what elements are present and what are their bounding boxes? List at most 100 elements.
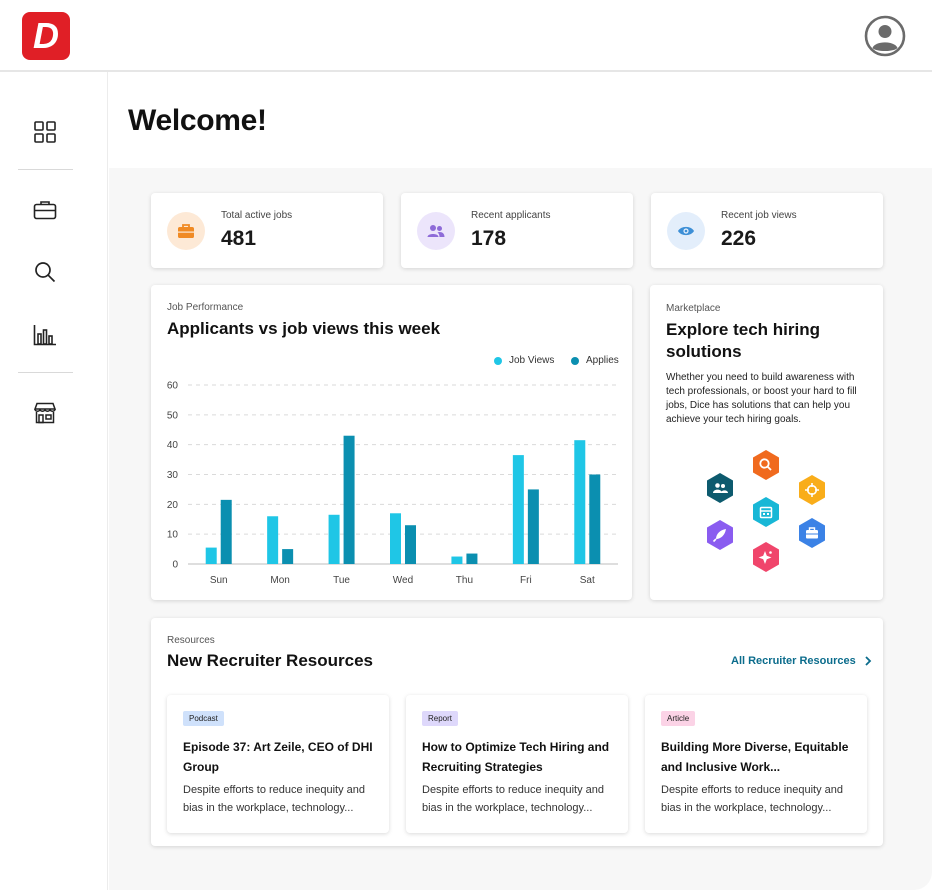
search-icon xyxy=(35,262,56,283)
resource-description: Despite efforts to reduce inequity and b… xyxy=(661,784,844,814)
card-kicker: Marketplace xyxy=(666,303,721,314)
all-recruiter-resources-link[interactable]: All Recruiter Resources xyxy=(731,655,873,667)
x-tick-label: Sat xyxy=(580,575,595,586)
bar-job-views xyxy=(574,440,586,564)
bar-applies xyxy=(405,525,416,564)
x-tick-label: Thu xyxy=(456,575,473,586)
bar-job-views xyxy=(512,455,524,564)
sidebar-item-jobs[interactable] xyxy=(30,195,60,225)
users-icon xyxy=(427,225,445,237)
sidebar-item-search[interactable] xyxy=(30,257,60,287)
chevron-right-icon xyxy=(865,656,871,666)
bar-job-views xyxy=(451,556,463,564)
x-tick-label: Sun xyxy=(210,575,228,586)
card-title: Explore tech hiring solutions xyxy=(666,320,820,361)
dice-logo[interactable]: D xyxy=(22,12,70,60)
y-tick-label: 50 xyxy=(167,410,179,421)
resource-type-badge: Article xyxy=(661,711,696,726)
stat-card-recent-job-views[interactable]: Recent job views 226 xyxy=(651,193,883,268)
resource-type-badge: Report xyxy=(422,711,459,726)
card-title: New Recruiter Resources xyxy=(167,651,373,670)
eye-icon xyxy=(678,226,694,236)
bar-job-views xyxy=(267,516,279,564)
sidebar-divider xyxy=(18,169,73,170)
y-tick-label: 30 xyxy=(167,470,179,481)
card-kicker: Job Performance xyxy=(167,302,244,313)
bar-applies xyxy=(282,549,294,564)
card-kicker: Resources xyxy=(167,635,215,646)
legend-swatch xyxy=(494,356,502,365)
sidebar-divider xyxy=(18,372,73,373)
target-hex-icon xyxy=(799,475,825,505)
sidebar-item-dashboard[interactable] xyxy=(30,117,60,147)
resource-description: Despite efforts to reduce inequity and b… xyxy=(422,784,605,814)
x-tick-label: Tue xyxy=(333,575,350,586)
sidebar-item-marketplace[interactable] xyxy=(30,398,60,428)
legend-label: Applies xyxy=(586,355,619,366)
stat-icon-badge xyxy=(667,212,705,250)
y-tick-label: 60 xyxy=(167,381,179,392)
users-hex-icon xyxy=(707,473,733,503)
stat-label: Total active jobs xyxy=(221,210,293,221)
sidebar xyxy=(0,72,108,890)
hex-icon-cluster xyxy=(707,450,825,572)
resources-card: Resources New Recruiter Resources All Re… xyxy=(151,618,883,846)
stat-card-active-jobs[interactable]: Total active jobs 481 xyxy=(151,193,383,268)
bar-job-views xyxy=(328,514,340,564)
marketplace-description: Whether you need to build awareness with… xyxy=(666,372,857,425)
resource-title: Building More Diverse, Equitable and Inc… xyxy=(661,740,849,774)
user-circle-icon[interactable] xyxy=(864,15,906,57)
resource-card-podcast[interactable]: Podcast Episode 37: Art Zeile, CEO of DH… xyxy=(167,695,389,833)
stat-icon-badge xyxy=(167,212,205,250)
y-tick-label: 40 xyxy=(167,440,179,451)
bar-applies xyxy=(527,489,539,564)
stat-label: Recent applicants xyxy=(471,210,551,221)
stat-icon-badge xyxy=(417,212,455,250)
x-tick-label: Fri xyxy=(520,575,532,586)
grid-icon xyxy=(34,121,56,143)
briefcase-icon xyxy=(178,224,194,238)
y-tick-label: 0 xyxy=(172,560,178,571)
bar-applies xyxy=(220,499,232,564)
sidebar-item-reports[interactable] xyxy=(30,320,60,350)
stat-value: 481 xyxy=(221,227,257,250)
stat-value: 226 xyxy=(721,227,757,250)
bar-applies xyxy=(466,553,478,564)
resource-card-report[interactable]: Report How to Optimize Tech Hiring and R… xyxy=(406,695,628,833)
bar-job-views xyxy=(390,513,401,564)
card-title: Applicants vs job views this week xyxy=(167,319,441,338)
resource-type-badge: Podcast xyxy=(183,711,224,726)
top-bar: D xyxy=(0,0,932,72)
job-performance-card: Job Performance Applicants vs job views … xyxy=(151,285,632,600)
stat-label: Recent job views xyxy=(721,210,797,221)
stat-card-recent-applicants[interactable]: Recent applicants 178 xyxy=(401,193,633,268)
calendar-hex-icon xyxy=(753,497,779,527)
legend-label: Job Views xyxy=(509,355,555,366)
bar-chart-icon xyxy=(33,325,56,346)
legend-item-job-views[interactable]: Job Views xyxy=(494,355,554,366)
marketplace-card[interactable]: Marketplace Explore tech hiring solution… xyxy=(650,285,883,600)
link-label: All Recruiter Resources xyxy=(731,655,856,667)
resource-title: Episode 37: Art Zeile, CEO of DHI Group xyxy=(183,740,373,774)
bar-applies xyxy=(343,435,355,564)
legend-swatch xyxy=(571,356,579,365)
x-tick-label: Wed xyxy=(393,575,413,586)
page-title: Welcome! xyxy=(128,104,267,137)
sparkle-hex-icon xyxy=(753,542,779,572)
bar-job-views xyxy=(205,547,217,564)
y-tick-label: 10 xyxy=(167,530,179,541)
search-hex-icon xyxy=(753,450,779,480)
resource-card-article[interactable]: Article Building More Diverse, Equitable… xyxy=(645,695,867,833)
rocket-hex-icon xyxy=(707,520,733,550)
legend-item-applies[interactable]: Applies xyxy=(571,355,619,366)
x-tick-label: Mon xyxy=(270,575,289,586)
resource-title: How to Optimize Tech Hiring and Recruiti… xyxy=(422,740,610,774)
briefcase-hex-icon xyxy=(799,518,825,548)
briefcase-icon xyxy=(33,201,57,220)
resource-description: Despite efforts to reduce inequity and b… xyxy=(183,784,366,814)
bar-applies xyxy=(589,474,601,564)
y-tick-label: 20 xyxy=(167,500,179,511)
bar-chart: 0 10 20 30 40 50 60 Sun Mon Tue Wed Thu Fri Sat xyxy=(167,381,618,586)
storefront-icon xyxy=(33,402,57,424)
stat-value: 178 xyxy=(471,227,507,250)
